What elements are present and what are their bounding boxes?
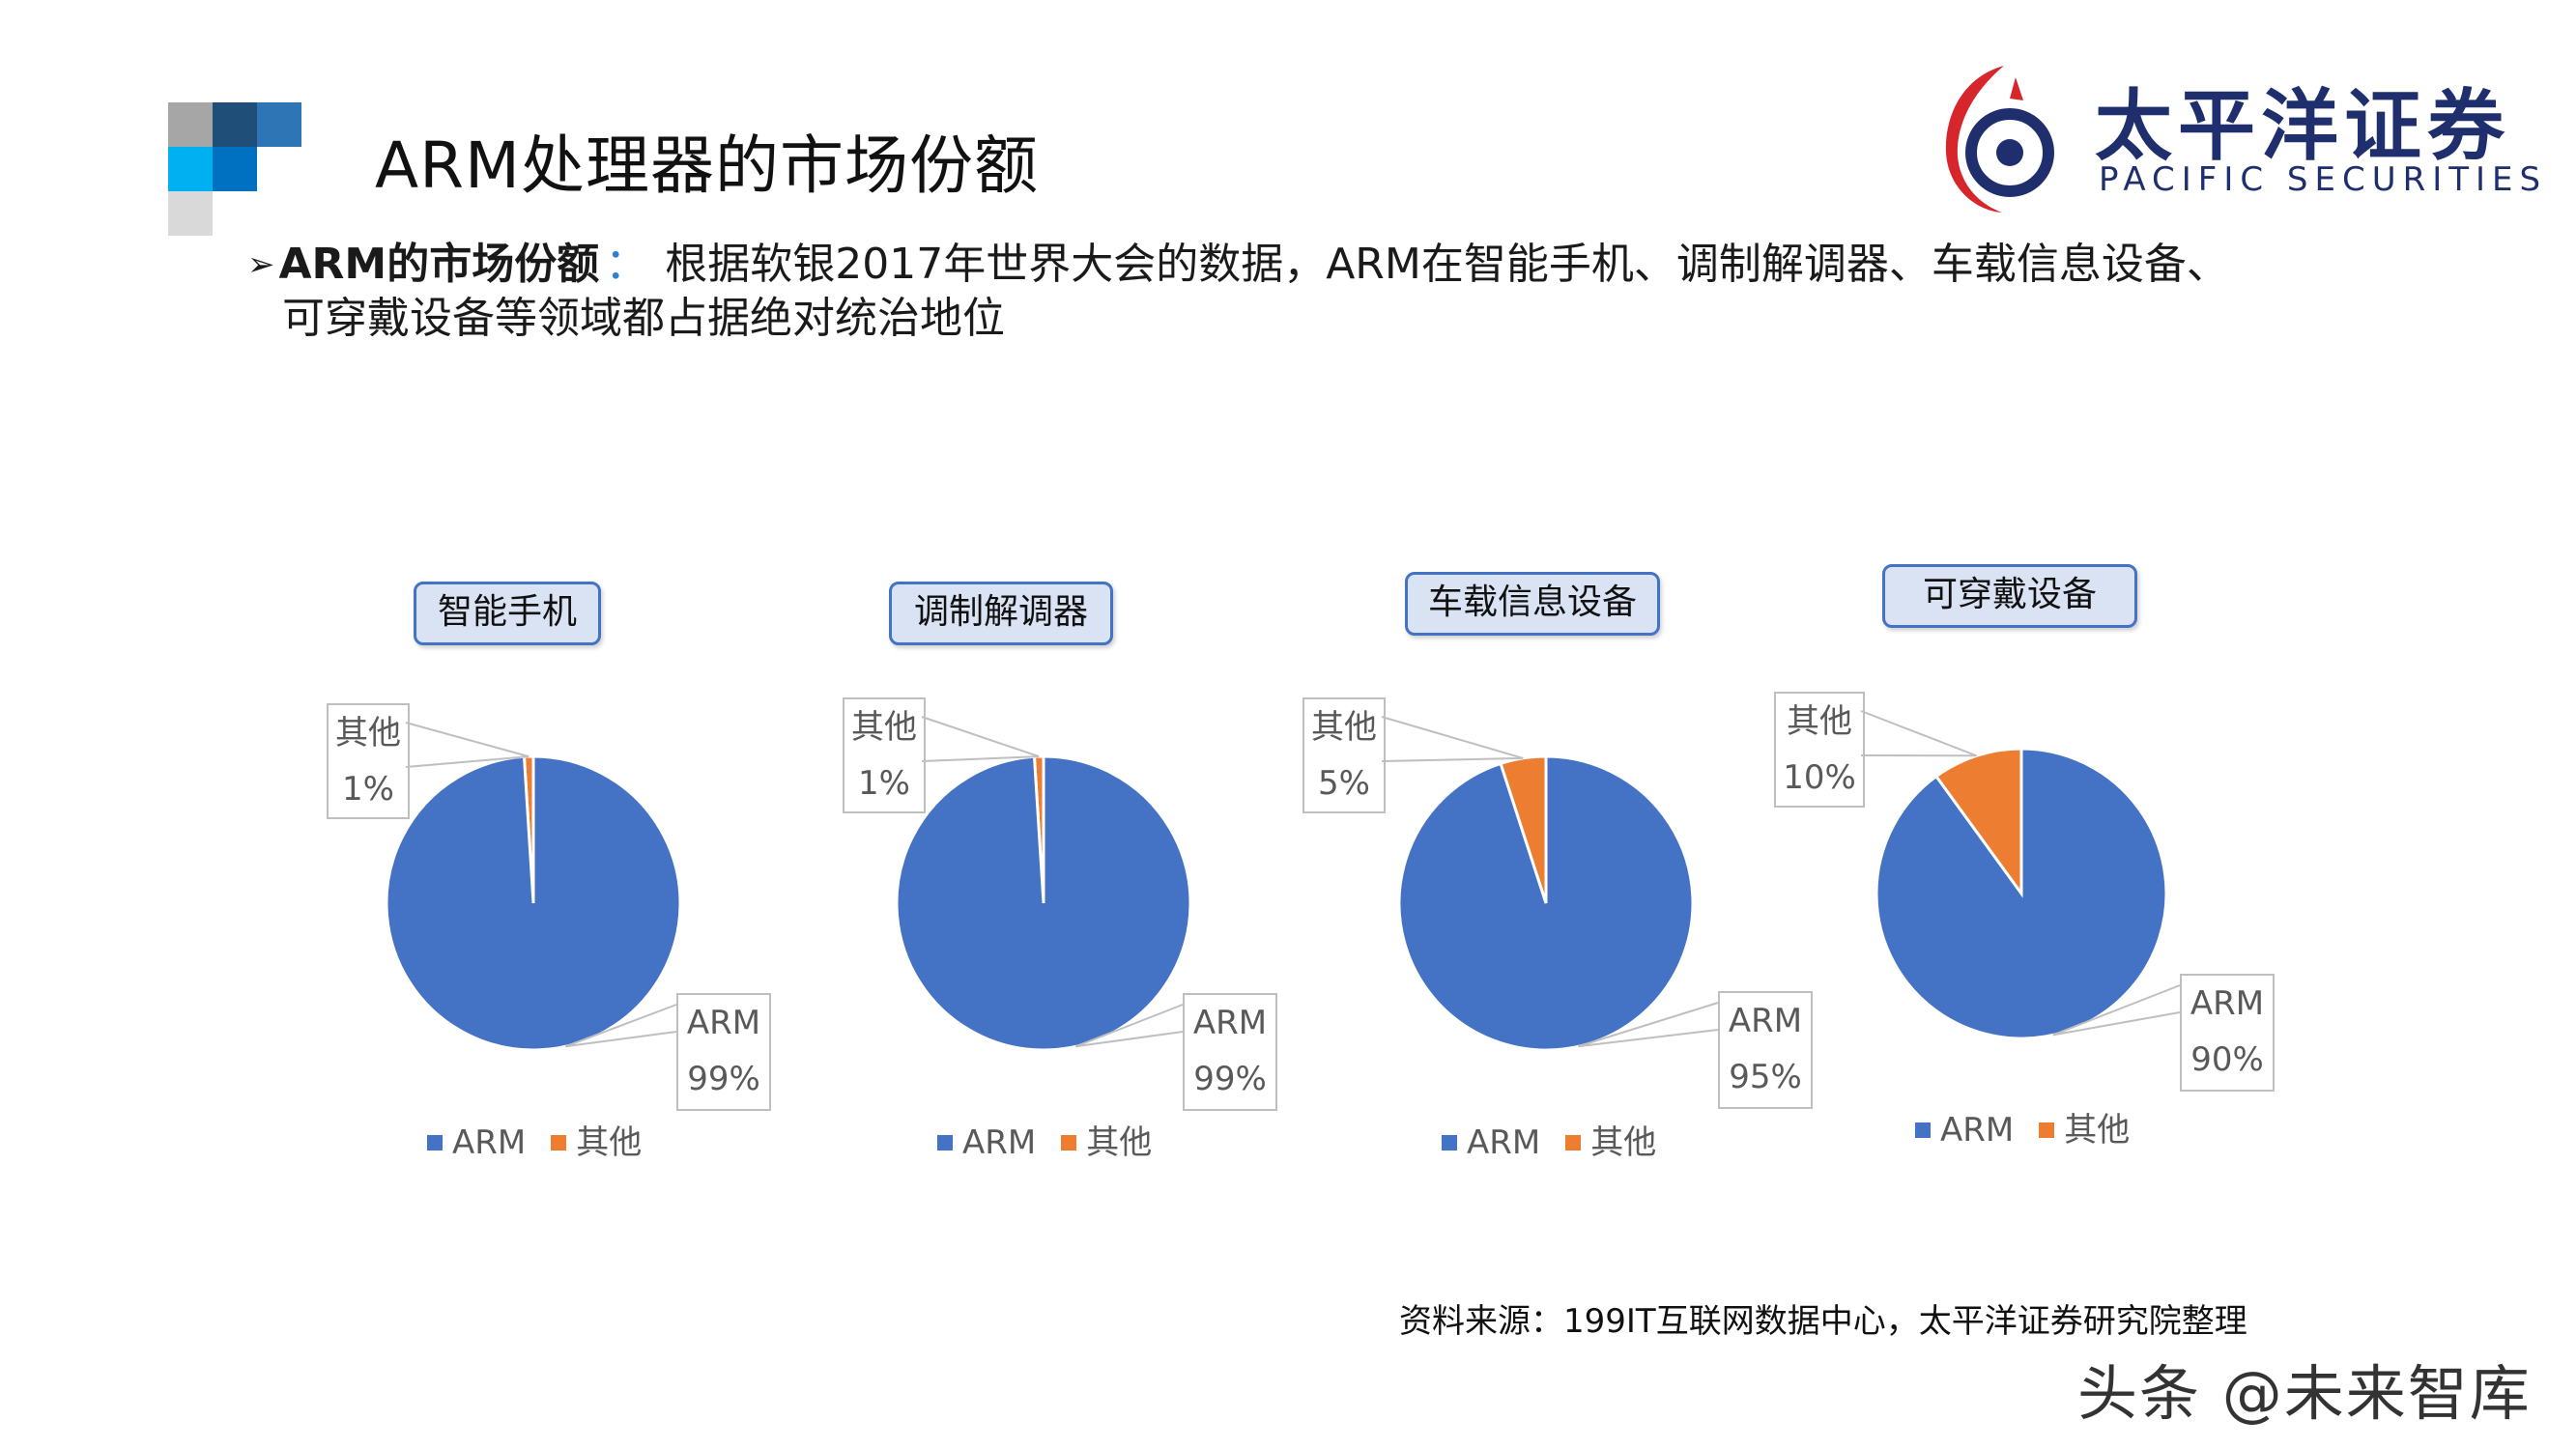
data-label-other: 其他 1%	[843, 697, 926, 813]
legend-label: 其他	[2064, 1111, 2131, 1150]
legend-label: ARM	[452, 1123, 527, 1162]
legend-label: 其他	[1086, 1123, 1153, 1162]
corner-decoration	[168, 147, 213, 191]
chart-title: 车载信息设备	[1405, 572, 1660, 636]
leader-line-arm	[564, 1004, 677, 1048]
leader-line-arm	[2052, 984, 2181, 1037]
legend-item: ARM	[1442, 1123, 1540, 1162]
watermark: 头条 @未来智库	[2077, 1358, 2532, 1429]
data-label-name: ARM	[1728, 1002, 1803, 1040]
data-label-arm: ARM 99%	[676, 993, 771, 1111]
data-label-value: 10%	[1783, 758, 1856, 797]
corner-decoration	[168, 102, 213, 147]
data-label-other: 其他 5%	[1302, 697, 1386, 813]
legend-swatch	[2039, 1122, 2055, 1138]
data-label-name: 其他	[1311, 708, 1377, 747]
page-title: ARM处理器的市场份额	[375, 128, 1039, 203]
chart-title: 智能手机	[414, 582, 601, 645]
legend-swatch	[551, 1134, 567, 1151]
data-label-value: 5%	[1318, 764, 1370, 803]
legend-swatch	[1915, 1122, 1931, 1138]
data-label-name: 其他	[335, 714, 401, 753]
legend-item: 其他	[551, 1123, 642, 1162]
pie-slice-arm	[895, 754, 1192, 1052]
leader-line-arm	[1577, 1002, 1719, 1048]
data-label-name: 其他	[851, 708, 917, 747]
bullet-arrow-icon: ➢	[247, 245, 275, 284]
legend-item: ARM	[937, 1123, 1036, 1162]
bullet-line-1: ➢ARM的市场份额： 根据软银2017年世界大会的数据，ARM在智能手机、调制解调…	[247, 238, 2229, 295]
corner-decoration	[168, 191, 213, 236]
leader-line-other	[1860, 710, 1977, 757]
data-label-arm: ARM 95%	[1718, 991, 1813, 1109]
data-label-name: 其他	[1787, 702, 1852, 741]
legend-item: ARM	[427, 1123, 526, 1162]
data-label-name: ARM	[2190, 984, 2265, 1023]
legend-item: 其他	[1061, 1123, 1152, 1162]
pie-slice-arm	[385, 754, 682, 1052]
bullet-heading: ARM的市场份额	[278, 240, 600, 289]
pacific-securities-logo-icon	[1945, 66, 2054, 213]
pie-slice-arm	[1875, 747, 2168, 1040]
legend-label: 其他	[1590, 1123, 1657, 1162]
data-label-arm: ARM 90%	[2180, 974, 2275, 1092]
chart-legend: ARM 其他	[1915, 1103, 2130, 1151]
legend-swatch	[1565, 1134, 1582, 1151]
logo-english-name: PACIFIC SECURITIES	[2099, 160, 2548, 199]
data-label-name: ARM	[686, 1004, 761, 1042]
bullet-colon: ：	[605, 240, 648, 289]
data-label-other: 其他 10%	[1774, 692, 1865, 808]
leader-line-arm	[1074, 1004, 1184, 1048]
legend-swatch	[1061, 1134, 1077, 1151]
data-label-value: 99%	[687, 1060, 760, 1098]
leader-line-other	[1381, 716, 1524, 762]
bullet-text-2: 可穿戴设备等领域都占据绝对统治地位	[282, 294, 1005, 343]
legend-label: 其他	[576, 1123, 643, 1162]
chart-title: 调制解调器	[889, 582, 1113, 645]
chart-legend: ARM 其他	[1442, 1116, 1656, 1163]
data-label-value: 1%	[858, 764, 910, 803]
legend-swatch	[1442, 1134, 1457, 1151]
chart-legend: ARM 其他	[937, 1116, 1152, 1163]
chart-title: 可穿戴设备	[1882, 564, 2137, 628]
legend-label: ARM	[1467, 1123, 1541, 1162]
data-label-other: 其他 1%	[327, 703, 410, 819]
data-label-arm: ARM 99%	[1183, 993, 1277, 1111]
bullet-text-1: 根据软银2017年世界大会的数据，ARM在智能手机、调制解调器、车载信息设备、	[665, 240, 2229, 289]
data-label-value: 99%	[1193, 1060, 1267, 1098]
legend-swatch	[427, 1134, 443, 1151]
data-label-value: 90%	[2190, 1040, 2264, 1079]
legend-item: 其他	[1565, 1123, 1656, 1162]
logo-chinese-name: 太平洋证券	[2095, 81, 2510, 171]
legend-item: 其他	[2039, 1111, 2130, 1150]
data-label-value: 1%	[342, 770, 394, 809]
leader-line-other	[921, 716, 1040, 762]
legend-item: ARM	[1915, 1111, 2014, 1150]
corner-decoration	[213, 102, 257, 147]
legend-swatch	[937, 1134, 953, 1151]
data-label-name: ARM	[1192, 1004, 1268, 1042]
corner-decoration	[213, 147, 257, 191]
leader-line-other	[405, 722, 530, 768]
source-note: 资料来源：199IT互联网数据中心，太平洋证券研究院整理	[1399, 1302, 2247, 1341]
pie-slice-arm	[1397, 754, 1695, 1052]
legend-label: ARM	[962, 1123, 1037, 1162]
corner-decoration	[257, 102, 301, 147]
legend-label: ARM	[1940, 1111, 2015, 1150]
chart-legend: ARM 其他	[427, 1116, 642, 1163]
data-label-value: 95%	[1729, 1058, 1802, 1096]
